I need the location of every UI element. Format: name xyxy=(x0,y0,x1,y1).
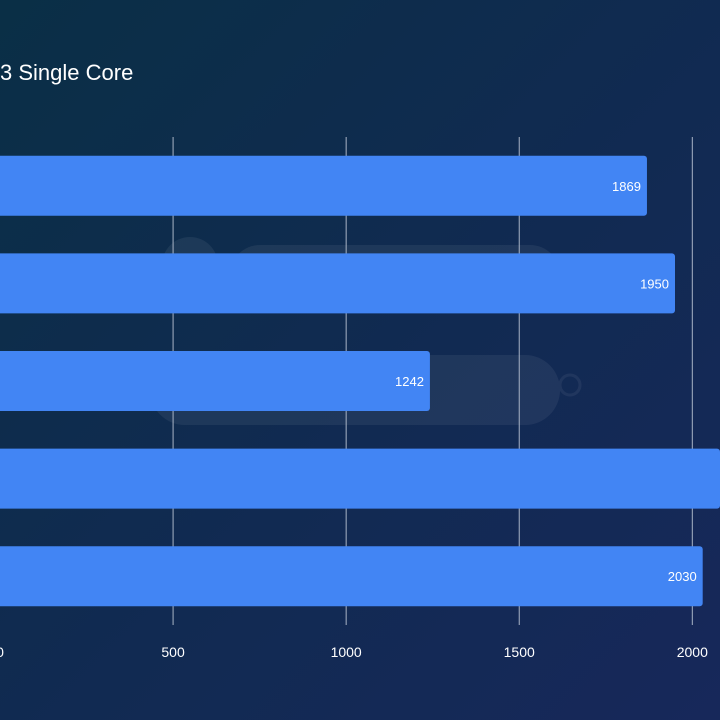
x-tick-label: 1000 xyxy=(331,644,362,660)
bar-value-label: 1950 xyxy=(640,276,669,291)
bar-value-label: 1869 xyxy=(612,179,641,194)
bar xyxy=(0,546,703,607)
bar xyxy=(0,448,720,509)
x-tick-label: 0 xyxy=(0,644,4,660)
bar-value-label: 2030 xyxy=(668,569,697,584)
bar-value-label: 1242 xyxy=(395,374,424,389)
chart-title: 3 Single Core xyxy=(0,60,134,85)
bar xyxy=(0,155,647,216)
x-tick-label: 2000 xyxy=(677,644,708,660)
bar xyxy=(0,351,430,411)
x-tick-label: 1500 xyxy=(504,644,535,660)
x-tick-label: 500 xyxy=(161,644,185,660)
bar xyxy=(0,253,675,314)
